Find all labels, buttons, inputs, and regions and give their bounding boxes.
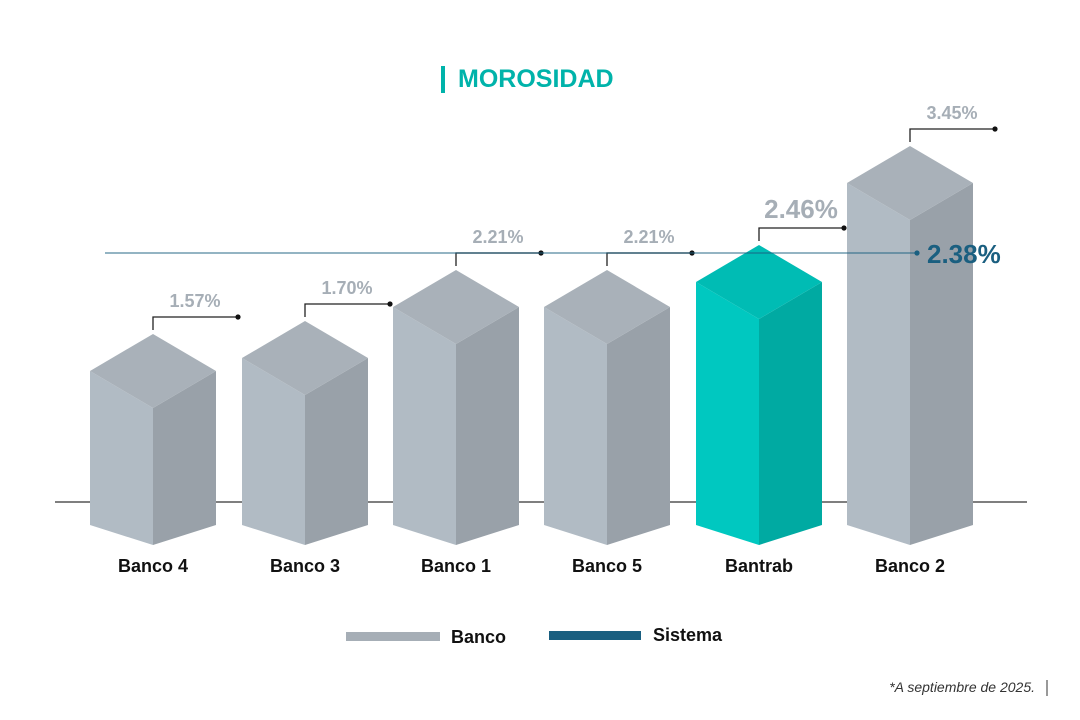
legend-swatch-sistema xyxy=(549,631,641,640)
bar-banco-4 xyxy=(90,334,216,545)
footnote: *A septiembre de 2025. xyxy=(889,679,1035,695)
legend-label-sistema: Sistema xyxy=(653,625,723,645)
value-leader-dot xyxy=(387,301,393,307)
category-label: Banco 5 xyxy=(572,556,642,576)
value-leader-dot xyxy=(841,225,847,231)
value-label: 3.45% xyxy=(926,103,977,123)
category-label: Banco 3 xyxy=(270,556,340,576)
bar-bantrab xyxy=(696,245,822,545)
value-label: 2.21% xyxy=(623,227,674,247)
value-leader-dot xyxy=(992,126,998,132)
bar-right-face xyxy=(607,307,670,545)
value-leader-line xyxy=(455,252,541,266)
bar-top-face xyxy=(393,270,519,344)
value-leader-dot xyxy=(235,314,241,320)
bar-left-face xyxy=(393,307,456,545)
chart-title: MOROSIDAD xyxy=(458,65,614,93)
sistema-value-label: 2.38% xyxy=(927,239,1001,269)
bar-top-face xyxy=(544,270,670,344)
value-leader-line xyxy=(606,252,692,266)
bar-right-face xyxy=(305,358,368,545)
bar-left-face xyxy=(696,282,759,545)
bar-banco-2 xyxy=(847,146,973,545)
legend-label-banco: Banco xyxy=(451,627,506,647)
value-leader-line xyxy=(304,303,390,317)
value-leader-line xyxy=(152,316,238,330)
category-label: Banco 1 xyxy=(421,556,491,576)
category-label: Banco 4 xyxy=(118,556,188,576)
bar-left-face xyxy=(544,307,607,545)
bar-left-face xyxy=(847,183,910,545)
bar-top-face xyxy=(90,334,216,408)
bar-banco-3 xyxy=(242,321,368,545)
value-label: 1.57% xyxy=(169,291,220,311)
value-label: 2.21% xyxy=(472,227,523,247)
value-leader-line xyxy=(758,227,844,241)
title-bar-mark xyxy=(441,66,445,93)
bar-right-face xyxy=(759,282,822,545)
category-label: Bantrab xyxy=(725,556,793,576)
legend-swatch-banco xyxy=(346,632,440,641)
bar-top-face xyxy=(242,321,368,395)
bar-right-face xyxy=(153,371,216,545)
bar-top-face xyxy=(847,146,973,220)
bar-banco-5 xyxy=(544,270,670,545)
value-label: 2.46% xyxy=(764,194,838,224)
value-label: 1.70% xyxy=(321,278,372,298)
bar-top-face xyxy=(696,245,822,319)
category-label: Banco 2 xyxy=(875,556,945,576)
bar-right-face xyxy=(910,183,973,545)
bar-left-face xyxy=(90,371,153,545)
bar-right-face xyxy=(456,307,519,545)
sistema-dot xyxy=(914,250,920,256)
value-leader-line xyxy=(909,128,995,142)
bar-left-face xyxy=(242,358,305,545)
bar-banco-1 xyxy=(393,270,519,545)
